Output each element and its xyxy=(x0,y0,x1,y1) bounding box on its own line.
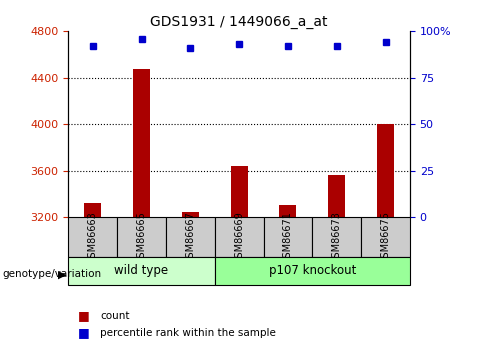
Bar xyxy=(328,175,345,217)
Text: GSM86675: GSM86675 xyxy=(381,211,390,264)
Bar xyxy=(377,124,394,217)
Bar xyxy=(361,217,410,257)
Text: ■: ■ xyxy=(78,326,90,339)
Text: wild type: wild type xyxy=(115,264,168,277)
Text: ■: ■ xyxy=(78,309,90,322)
Text: GSM86667: GSM86667 xyxy=(185,211,195,264)
Bar xyxy=(215,257,410,285)
Bar xyxy=(133,69,150,217)
Bar xyxy=(84,204,102,217)
Text: GSM86663: GSM86663 xyxy=(88,211,98,264)
Bar xyxy=(264,217,312,257)
Bar xyxy=(215,217,264,257)
Bar xyxy=(230,166,248,217)
Bar xyxy=(279,205,297,217)
Text: genotype/variation: genotype/variation xyxy=(2,269,102,279)
Text: GSM86673: GSM86673 xyxy=(332,211,342,264)
Bar xyxy=(68,217,117,257)
Text: GSM86665: GSM86665 xyxy=(137,211,146,264)
Bar xyxy=(68,257,215,285)
Bar xyxy=(312,217,361,257)
Text: p107 knockout: p107 knockout xyxy=(268,264,356,277)
Text: GSM86671: GSM86671 xyxy=(283,211,293,264)
Text: count: count xyxy=(100,311,129,321)
Bar xyxy=(117,217,166,257)
Text: GSM86669: GSM86669 xyxy=(234,211,244,264)
Bar xyxy=(182,212,199,217)
Title: GDS1931 / 1449066_a_at: GDS1931 / 1449066_a_at xyxy=(150,14,328,29)
Text: ▶: ▶ xyxy=(58,269,66,279)
Text: percentile rank within the sample: percentile rank within the sample xyxy=(100,328,276,338)
Bar xyxy=(166,217,215,257)
